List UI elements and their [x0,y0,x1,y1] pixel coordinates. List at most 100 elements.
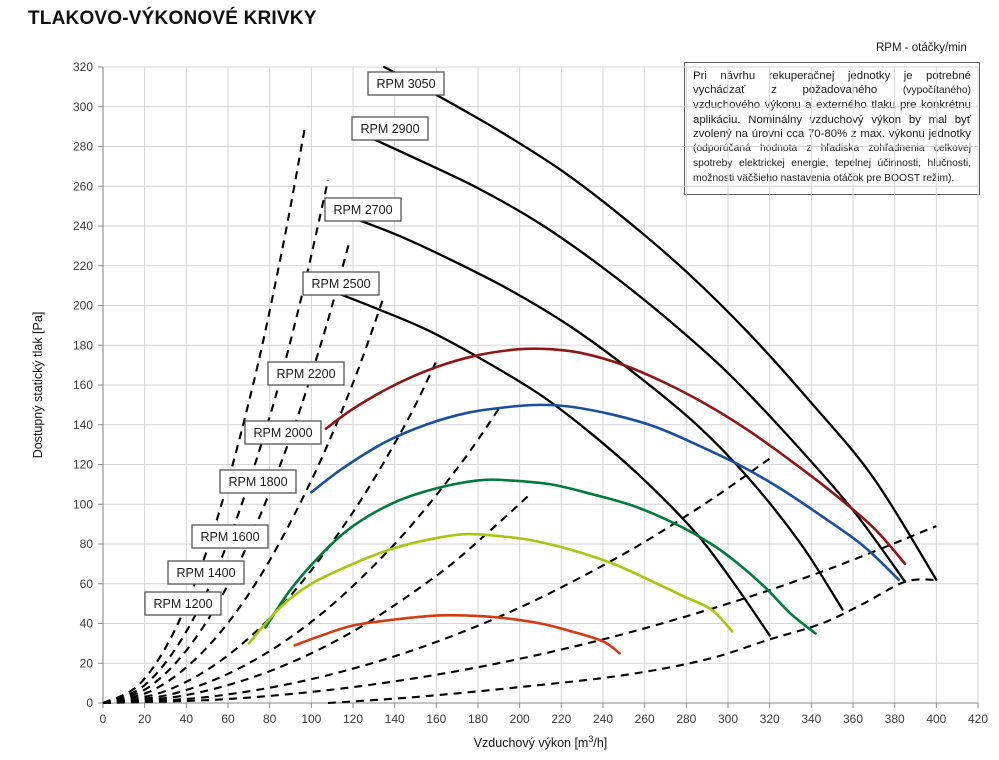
x-tick-label: 240 [593,712,613,726]
x-tick-label: 140 [385,712,405,726]
x-tick-label: 60 [221,712,235,726]
rpm-curve-rpm-2000 [310,403,901,582]
x-tick-label: 80 [263,712,277,726]
label-box-text: RPM 2000 [253,426,312,440]
x-axis-title: Vzduchový výkon [m3/h] [474,734,608,750]
label-box-text: RPM 2700 [333,203,392,217]
rpm-curve-rpm-2200 [324,347,907,566]
y-tick-label: 40 [80,617,94,631]
rpm-curve-rpm-1400 [293,613,621,655]
rpm-label-rpm-1600[interactable]: RPM 1600 [191,524,269,549]
x-axis-title-base: Vzduchový výkon [m [474,736,589,750]
system-resistance-curve [102,408,500,705]
rpm-label-rpm-2500[interactable]: RPM 2500 [302,271,380,296]
axis-titles: Vzduchový výkon [m3/h] Dostupný statický … [31,312,607,750]
y-tick-label: 180 [73,338,93,352]
label-box-rect [219,469,297,494]
x-tick-label: 180 [468,712,488,726]
rpm-curves [247,65,938,655]
info-text-part1-small: (vypočítaného) [902,85,971,97]
label-box-rect [191,524,269,549]
label-box-text: RPM 3050 [376,77,435,91]
rpm-label-rpm-2000[interactable]: RPM 2000 [244,420,322,445]
envelope-curve [327,578,937,705]
label-box-rect [302,271,380,296]
rpm-curve-rpm-1800 [264,478,817,635]
y-tick-label: 100 [73,497,93,511]
system-resistance-curve [102,457,771,705]
rpm-curve-rpm-2500 [326,288,771,637]
label-box-text: RPM 1600 [200,530,259,544]
label-box-rect [167,560,245,585]
label-box-rect [351,116,429,141]
x-tick-label: 0 [100,712,107,726]
system-resistance-curve [102,360,438,705]
y-tick-label: 200 [73,299,93,313]
y-tick-label: 0 [86,696,93,710]
x-tick-label: 340 [801,712,821,726]
label-box-rect [244,420,322,445]
info-box: Pri návrhu rekuperačnej jednotky je potr… [684,62,980,195]
rpm-label-rpm-1800[interactable]: RPM 1800 [219,469,297,494]
label-box-rect [267,361,345,386]
y-tick-label: 120 [73,458,93,472]
x-tick-label: 100 [301,712,321,726]
y-tick-label: 160 [73,378,93,392]
x-tick-label: 220 [551,712,571,726]
x-tick-label: 320 [760,712,780,726]
rpm-label-callouts: RPM 3050 RPM 2900 RPM 2700 RPM 2500 RPM 2200… [144,71,445,616]
label-box-text: RPM 1200 [153,597,212,611]
page-title: TLAKOVO-VÝKONOVÉ KRIVKY [28,8,317,29]
x-tick-label: 360 [843,712,863,726]
y-tick-label: 320 [73,60,93,74]
info-text-part1: Pri návrhu rekuperačnej jednotky je potr… [693,70,971,97]
x-tick-label: 400 [926,712,946,726]
y-tick-label: 300 [73,100,93,114]
label-box-rect [144,591,222,616]
label-box-text: RPM 2200 [276,367,335,381]
rpm-curve-rpm-3050 [383,65,938,581]
x-axis-title-exponent: 3 [588,734,593,744]
x-tick-label: 40 [180,712,194,726]
max-flow-envelope [327,578,937,705]
tick-labels: 0 20 40 60 80 100 120 140 160 180 200 220 240 260 280 3… [73,60,988,726]
label-box-text: RPM 2500 [311,277,370,291]
y-tick-label: 220 [73,259,93,273]
x-tick-label: 420 [968,712,988,726]
x-tick-label: 120 [343,712,363,726]
x-axis-title-tail: /h] [593,736,607,750]
rpm-label-rpm-1200[interactable]: RPM 1200 [144,591,222,616]
y-tick-label: 260 [73,179,93,193]
rpm-label-rpm-3050[interactable]: RPM 3050 [367,71,445,96]
y-axis-title: Dostupný statický tlak [Pa] [31,312,45,459]
rpm-label-rpm-2700[interactable]: RPM 2700 [324,197,402,222]
rpm-curve-rpm-2900 [362,133,907,583]
y-tick-label: 80 [80,537,94,551]
grid-lines [102,66,979,704]
rpm-label-rpm-2200[interactable]: RPM 2200 [267,361,345,386]
info-text-part2: vzduchového výkonu a externého tlaku pre… [693,99,971,140]
label-box-rect [324,197,402,222]
label-box-text: RPM 1800 [228,475,287,489]
rpm-curve-rpm-1600 [247,532,734,645]
y-tick-label: 140 [73,418,93,432]
x-tick-label: 280 [676,712,696,726]
label-box-text: RPM 1400 [176,566,235,580]
x-tick-label: 380 [885,712,905,726]
y-tick-label: 280 [73,140,93,154]
x-tick-label: 200 [510,712,530,726]
rpm-label-rpm-1400[interactable]: RPM 1400 [167,560,245,585]
rpm-curve-rpm-2700 [341,212,844,611]
label-box-text: RPM 2900 [360,122,419,136]
x-tick-label: 160 [426,712,446,726]
x-tick-label: 20 [138,712,152,726]
legend-note: RPM - otáčky/min [876,42,967,54]
system-resistance-curve [102,126,307,704]
info-text-part2-small: (odporúčaná hodnota z hľadiska zohľadnen… [693,143,971,185]
system-resistance-curve [102,295,386,705]
rpm-label-rpm-2900[interactable]: RPM 2900 [351,116,429,141]
y-tick-label: 240 [73,219,93,233]
label-box-rect [367,71,445,96]
